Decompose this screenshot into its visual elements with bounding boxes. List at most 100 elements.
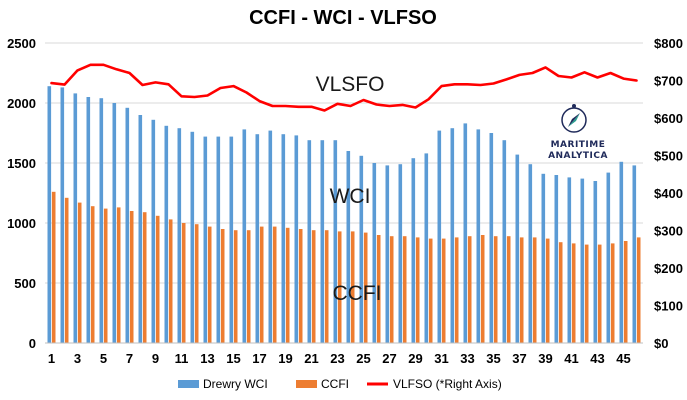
bar-wci (476, 129, 481, 343)
x-tick-label: 39 (538, 351, 552, 366)
bar-ccfi (194, 224, 199, 343)
x-tick-label: 17 (252, 351, 266, 366)
bar-ccfi (467, 236, 472, 343)
bar-wci (307, 140, 312, 343)
bar-wci (541, 173, 546, 343)
bar-wci (606, 172, 611, 343)
x-tick-label: 41 (564, 351, 578, 366)
x-tick-label: 9 (152, 351, 159, 366)
bar-ccfi (168, 219, 173, 343)
x-tick-label: 21 (304, 351, 318, 366)
bar-wci (73, 93, 78, 344)
left-tick-label: 0 (29, 336, 36, 351)
series-drewry-wci (47, 86, 637, 344)
bar-ccfi (441, 238, 446, 343)
x-tick-label: 23 (330, 351, 344, 366)
bar-ccfi (259, 226, 264, 343)
left-tick-label: 1000 (7, 216, 36, 231)
bar-ccfi (77, 202, 82, 343)
right-tick-label: $800 (654, 36, 683, 51)
bar-ccfi (454, 237, 459, 343)
x-tick-label: 35 (486, 351, 500, 366)
bar-ccfi (506, 236, 511, 343)
series-ccfi (51, 191, 641, 343)
bar-wci (138, 115, 143, 343)
bar-ccfi (155, 215, 160, 343)
compass-icon (561, 104, 587, 133)
bar-ccfi (324, 230, 329, 343)
bar-ccfi (363, 232, 368, 343)
bar-ccfi (64, 197, 69, 343)
bar-ccfi (129, 211, 134, 343)
bar-ccfi (376, 235, 381, 343)
bar-ccfi (402, 236, 407, 343)
right-tick-label: $700 (654, 74, 683, 89)
bar-ccfi (298, 229, 303, 343)
bar-wci (411, 158, 416, 343)
x-tick-label: 15 (226, 351, 240, 366)
bar-ccfi (233, 230, 238, 343)
bar-ccfi (90, 206, 95, 343)
bar-ccfi (337, 231, 342, 343)
bar-wci (255, 134, 260, 343)
bar-wci (112, 103, 117, 343)
left-tick-label: 2000 (7, 96, 36, 111)
legend-label-vlsfo: VLFSO (*Right Axis) (393, 377, 502, 391)
x-tick-label: 31 (434, 351, 448, 366)
logo-line-2: ANALYTICA (548, 151, 608, 161)
bar-ccfi (480, 235, 485, 343)
bar-ccfi (519, 237, 524, 343)
bar-ccfi (558, 242, 563, 343)
bar-wci (528, 164, 533, 343)
bar-wci (593, 181, 598, 343)
bar-wci (86, 97, 91, 343)
bar-wci (632, 165, 637, 343)
bar-wci (164, 125, 169, 343)
bar-wci (333, 140, 338, 343)
bar-wci (567, 177, 572, 343)
x-tick-label: 13 (200, 351, 214, 366)
bar-wci (619, 161, 624, 343)
bar-ccfi (285, 227, 290, 343)
bar-wci (359, 155, 364, 343)
bar-wci (450, 128, 455, 343)
bar-wci (385, 165, 390, 343)
right-tick-label: $100 (654, 299, 683, 314)
x-tick-label: 11 (175, 351, 189, 366)
bar-ccfi (246, 230, 251, 343)
right-axis: $0 $100 $200 $300 $400 $500 $600 $700 $800 (654, 36, 683, 351)
x-tick-label: 1 (48, 351, 55, 366)
bar-wci (580, 178, 585, 343)
annotation-ccfi: CCFI (333, 282, 382, 305)
bar-wci (294, 135, 299, 343)
x-tick-label: 37 (512, 351, 526, 366)
x-tick-label: 45 (616, 351, 630, 366)
x-tick-label: 7 (126, 351, 133, 366)
bar-wci (47, 86, 52, 343)
bar-ccfi (584, 244, 589, 343)
bar-wci (151, 119, 156, 343)
bar-ccfi (220, 229, 225, 343)
bar-ccfi (493, 236, 498, 343)
bar-ccfi (103, 208, 108, 343)
line-vlsfo (50, 63, 638, 112)
right-tick-label: $200 (654, 261, 683, 276)
bar-ccfi (51, 191, 56, 343)
bar-ccfi (207, 226, 212, 343)
bar-ccfi (610, 243, 615, 343)
left-tick-label: 1500 (7, 156, 36, 171)
bar-wci (489, 133, 494, 343)
right-tick-label: $600 (654, 111, 683, 126)
annotation-wci: WCI (330, 185, 371, 208)
bar-wci (320, 140, 325, 343)
right-tick-label: $300 (654, 224, 683, 239)
left-axis: 0 500 1000 1500 2000 2500 (7, 36, 36, 351)
legend-swatch-wci (178, 380, 199, 388)
x-tick-label: 25 (356, 351, 370, 366)
bar-ccfi (545, 238, 550, 343)
legend: Drewry WCI CCFI VLFSO (*Right Axis) (178, 377, 502, 391)
x-tick-label: 29 (408, 351, 422, 366)
bar-ccfi (389, 236, 394, 343)
bar-wci (437, 130, 442, 343)
